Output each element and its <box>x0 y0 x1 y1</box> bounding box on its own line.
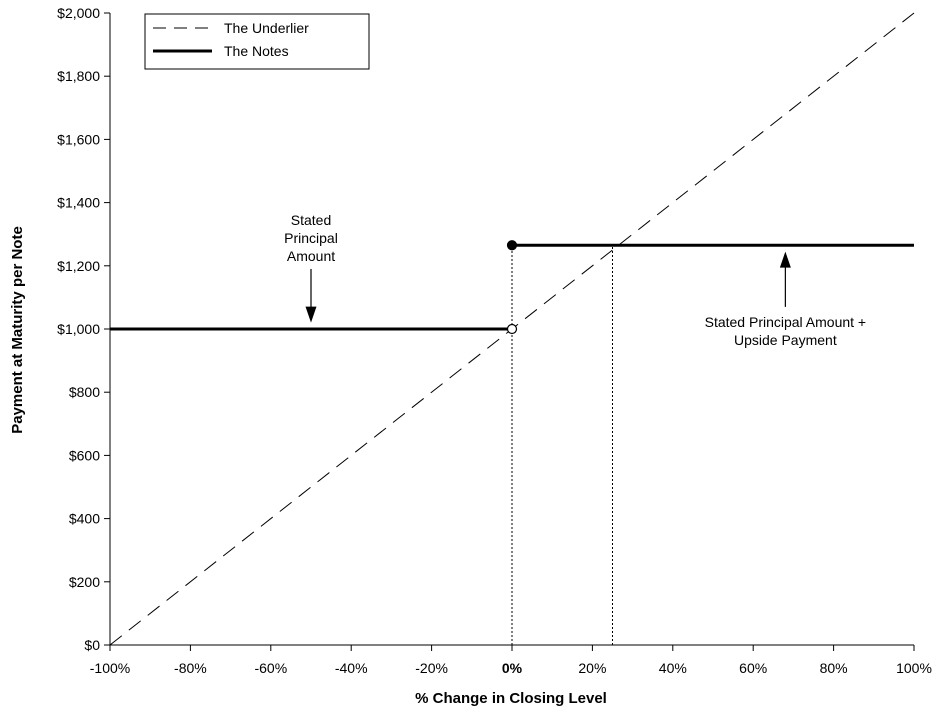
y-tick-label: $1,800 <box>57 68 100 84</box>
y-tick-label: $1,400 <box>57 195 100 211</box>
reference-lines <box>511 245 613 645</box>
y-tick-label: $600 <box>69 447 100 463</box>
annotation-text: Amount <box>287 248 335 264</box>
x-tick-label: 100% <box>896 660 932 676</box>
x-tick-label: 80% <box>820 660 848 676</box>
y-tick-label: $1,600 <box>57 131 100 147</box>
annotation-arrowhead <box>779 251 791 268</box>
x-tick-label: -20% <box>415 660 448 676</box>
annotation-text: Stated <box>291 212 331 228</box>
annotation-text: Principal <box>284 230 338 246</box>
axes: $0 $200 $400 $600 $800 $1,000 $1,200 $1,400 $1,6… <box>57 5 932 676</box>
x-tick-label: -100% <box>90 660 130 676</box>
series <box>109 12 915 646</box>
legend: The Underlier The Notes <box>144 13 370 70</box>
y-tick-label: $1,200 <box>57 258 100 274</box>
x-axis-title: % Change in Closing Level <box>415 690 607 707</box>
y-tick-label: $200 <box>69 574 100 590</box>
x-tick-label: 40% <box>659 660 687 676</box>
x-tick-label: 60% <box>739 660 767 676</box>
y-tick-label: $400 <box>69 511 100 527</box>
annotation-arrowhead <box>305 306 317 323</box>
y-tick-label: $0 <box>84 637 100 653</box>
y-axis-title: Payment at Maturity per Note <box>9 226 26 434</box>
legend-label-notes: The Notes <box>224 43 289 59</box>
legend-label-underlier: The Underlier <box>224 20 309 36</box>
annotation-text: Upside Payment <box>734 332 837 348</box>
x-tick-label: -60% <box>254 660 287 676</box>
open-marker <box>506 323 518 335</box>
x-tick-label: 0% <box>502 660 523 676</box>
x-tick-label: -80% <box>174 660 207 676</box>
x-tick-label: 20% <box>578 660 606 676</box>
y-tick-label: $2,000 <box>57 5 100 21</box>
y-tick-label: $800 <box>69 384 100 400</box>
x-tick-label: -40% <box>335 660 368 676</box>
legend-box <box>144 13 370 70</box>
annotations: Stated Principal Amount Stated Principal Am… <box>284 212 866 348</box>
y-tick-label: $1,000 <box>57 321 100 337</box>
filled-marker <box>506 240 518 251</box>
annotation-text: Stated Principal Amount + <box>705 314 867 330</box>
